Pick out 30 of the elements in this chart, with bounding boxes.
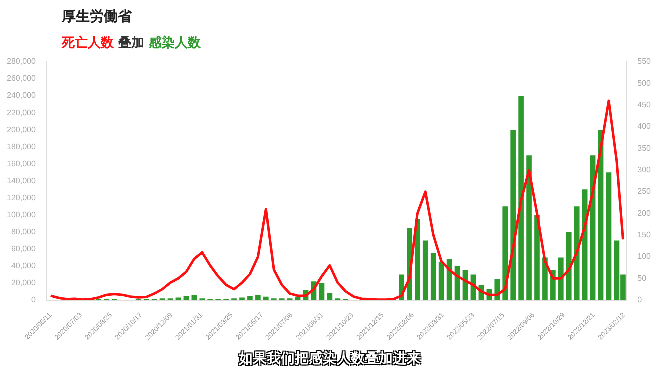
y-tick-label: 0 [31,295,36,304]
y2-tick-label: 350 [638,144,652,153]
y2-tick-label: 250 [638,187,652,196]
y-tick-label: 60,000 [11,244,36,254]
y-tick-label: 80,000 [11,227,36,236]
y2-tick-label: 150 [638,230,652,240]
y2-tick-label: 200 [638,208,652,218]
y2-tick-label: 500 [638,78,652,88]
y-tick-label: 260,000 [6,74,36,84]
y-tick-label: 280,000 [6,57,36,66]
y2-tick-label: 550 [638,57,652,66]
y2-tick-label: 0 [638,295,643,304]
y-tick-label: 100,000 [6,210,36,220]
y-tick-label: 160,000 [6,159,36,168]
y2-tick-label: 400 [638,122,652,132]
y-tick-label: 40,000 [11,261,36,270]
y2-tick-label: 50 [638,274,648,283]
y-tick-label: 220,000 [6,108,36,118]
y2-tick-label: 100 [638,252,652,262]
y-tick-label: 140,000 [6,176,36,186]
chart-title: 死亡人数 叠加 感染人数 [62,36,202,51]
y-tick-label: 120,000 [6,193,36,202]
text: 厚生労働省 [62,8,132,26]
text: 如果我们把感染人数叠加进来 [236,350,423,368]
y-tick-label: 200,000 [6,125,36,134]
y-tick-label: 20,000 [11,278,36,288]
y-tick-label: 180,000 [6,142,36,152]
y2-tick-label: 300 [638,166,652,175]
y2-tick-label: 450 [638,100,652,110]
y-tick-label: 240,000 [6,91,36,100]
